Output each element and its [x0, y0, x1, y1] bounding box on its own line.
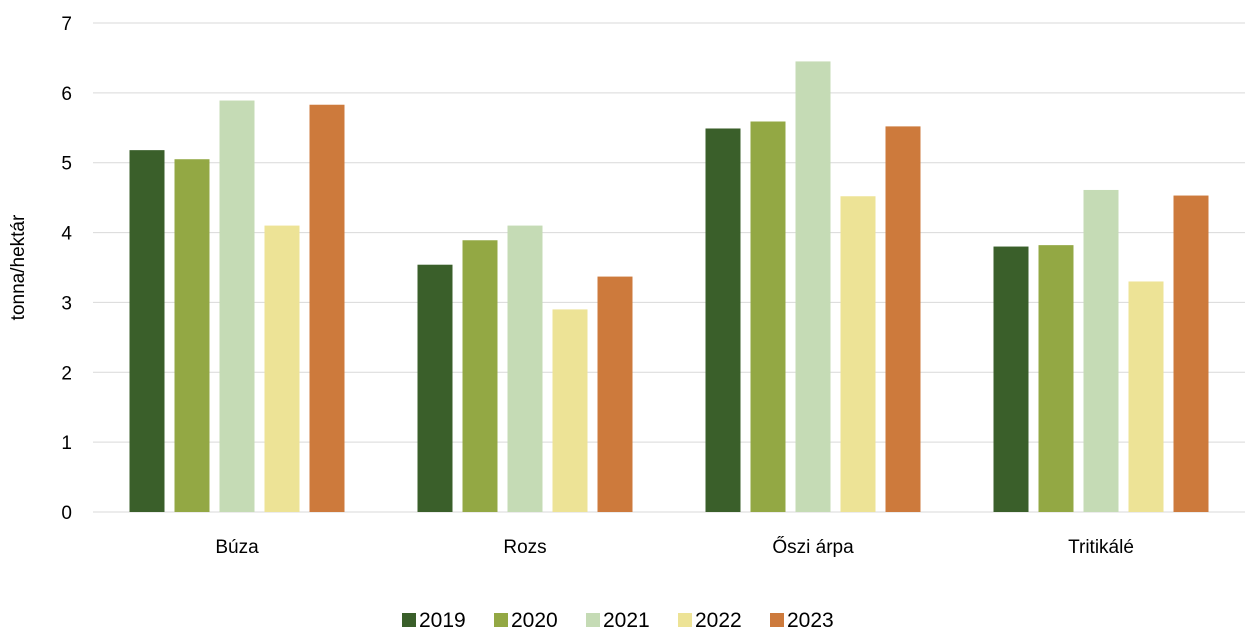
legend-swatch: [402, 613, 416, 627]
bar-2020-1: [174, 159, 210, 512]
bar-2019-3: [705, 128, 741, 512]
bar-2021-4: [1083, 189, 1119, 513]
legend-label: 2023: [787, 609, 834, 632]
x-category-label: Tritikálé: [1068, 537, 1134, 558]
legend-swatch: [770, 613, 784, 627]
bar-2020-4: [1038, 245, 1074, 512]
x-category-label: Őszi árpa: [772, 536, 854, 558]
bar-2023-2: [597, 276, 633, 512]
legend-item-2020: 2020: [494, 609, 558, 632]
legend-swatch: [678, 613, 692, 627]
legend-label: 2021: [603, 609, 650, 632]
y-tick-label: 3: [61, 293, 72, 314]
bar-2021-3: [795, 61, 831, 513]
bar-2019-4: [993, 246, 1029, 513]
x-category-label: Rozs: [503, 537, 546, 558]
bar-2022-1: [264, 225, 300, 513]
legend-item-2023: 2023: [770, 609, 834, 632]
legend-item-2019: 2019: [402, 609, 466, 632]
y-tick-label: 2: [61, 363, 72, 384]
legend-label: 2020: [511, 609, 558, 632]
legend-item-2022: 2022: [678, 609, 742, 632]
legend-label: 2019: [419, 609, 466, 632]
legend-swatch: [494, 613, 508, 627]
y-tick-label: 0: [61, 503, 72, 524]
bar-2023-3: [885, 126, 921, 512]
bar-2019-1: [129, 150, 165, 512]
bar-2020-2: [462, 240, 498, 512]
legend-item-2021: 2021: [586, 609, 650, 632]
legend: 2019 2020 2021 2022 2023: [402, 609, 834, 632]
bar-2019-2: [417, 264, 453, 512]
y-axis-title: tonna/hektár: [8, 214, 29, 320]
bar-2022-4: [1128, 281, 1164, 512]
y-tick-label: 7: [61, 14, 72, 35]
y-axis-ticks: 0 1 2 3 4 5 6 7: [61, 14, 72, 524]
bar-2022-3: [840, 196, 876, 512]
legend-swatch: [586, 613, 600, 627]
y-tick-label: 1: [61, 433, 72, 454]
legend-label: 2022: [695, 609, 742, 632]
y-tick-label: 6: [61, 84, 72, 105]
bar-2021-1: [219, 100, 255, 512]
bar-2020-3: [750, 121, 786, 513]
bar-2021-2: [507, 225, 543, 513]
bar-2023-4: [1173, 195, 1209, 512]
x-axis-labels: Búza Rozs Őszi árpa Tritikálé: [215, 536, 1134, 558]
bars: [129, 61, 1209, 513]
bar-2022-2: [552, 309, 588, 512]
y-tick-label: 5: [61, 154, 72, 175]
x-category-label: Búza: [215, 537, 259, 558]
bar-2023-1: [309, 104, 345, 513]
y-tick-label: 4: [61, 224, 72, 245]
